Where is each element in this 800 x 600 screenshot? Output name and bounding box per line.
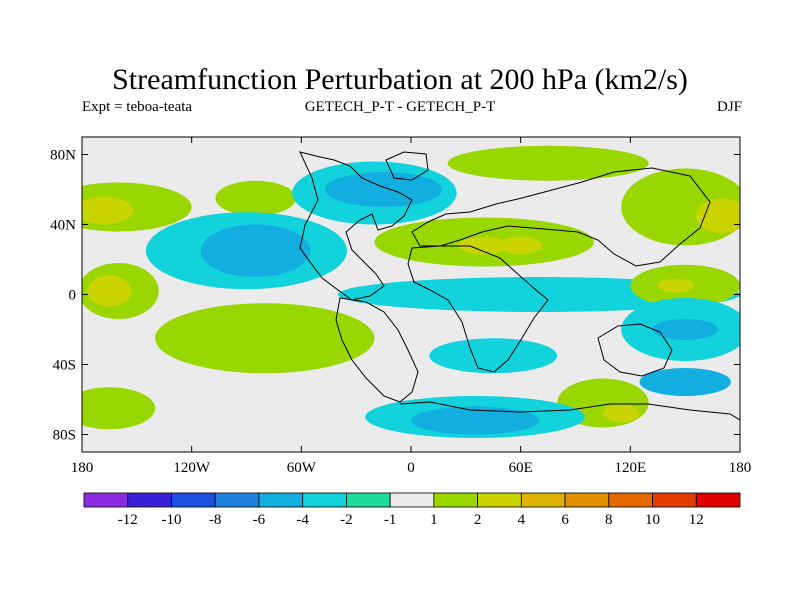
contour-field	[82, 145, 740, 438]
contour-region-2	[215, 180, 296, 216]
colorbar-label-10: 6	[561, 512, 569, 528]
coastline-africa	[407, 245, 549, 373]
colorbar-label-9: 4	[518, 512, 526, 528]
colorbar-label-3: -6	[253, 512, 266, 528]
colorbar-swatch-10	[520, 492, 566, 508]
coastline-antarctica	[399, 401, 740, 421]
colorbar-swatch-0	[83, 492, 129, 508]
colorbar-swatch-1	[127, 492, 172, 508]
contour-region-10	[696, 198, 740, 234]
colorbar-label-11: 8	[605, 512, 613, 528]
colorbar-label-13: 12	[689, 512, 704, 528]
colorbar-swatch-9	[477, 492, 522, 508]
x-tick-label-6: 180	[729, 460, 752, 476]
colorbar-label-6: -1	[384, 512, 397, 528]
subtitle-right: DJF	[716, 99, 742, 115]
colorbar-label-0: -12	[118, 512, 138, 528]
colorbar-label-8: 2	[474, 512, 482, 528]
y-tick-label-0: 80N	[50, 148, 76, 164]
colorbar-swatch-6	[345, 492, 391, 508]
contour-region-20	[429, 338, 558, 374]
colorbar-swatch-14	[695, 492, 741, 508]
x-tick-label-5: 120E	[614, 460, 646, 476]
contour-region-25	[602, 404, 640, 423]
coastline-greenland	[385, 151, 429, 181]
x-tick-label-4: 60E	[509, 460, 533, 476]
y-axis: 80N 40N 0 40S 80S	[50, 148, 740, 444]
contour-region-15	[87, 275, 132, 307]
colorbar-swatch-5	[302, 492, 347, 508]
contour-region-5	[447, 145, 649, 181]
contour-region-4	[325, 172, 443, 207]
contour-region-7	[458, 236, 510, 255]
colorbar-swatch-2	[171, 492, 216, 508]
colorbar-swatch-8	[433, 492, 479, 508]
subtitle-center: GETECH_P-T - GETECH_P-T	[304, 99, 496, 115]
x-tick-label-0: 180	[71, 460, 94, 476]
subtitle-left: Expt = teboa-teata	[82, 99, 193, 115]
colorbar-label-7: 1	[430, 512, 438, 528]
contour-region-22	[652, 319, 719, 340]
chart-title: Streamfunction Perturbation at 200 hPa (…	[112, 63, 688, 96]
y-tick-label-1: 40N	[50, 218, 76, 234]
y-tick-label-3: 40S	[53, 358, 76, 374]
contour-region-1	[82, 196, 134, 225]
colorbar-swatch-7	[389, 492, 435, 508]
y-tick-label-4: 80S	[53, 428, 76, 444]
coastline-australia	[597, 323, 673, 377]
x-tick-label-2: 60W	[287, 460, 317, 476]
colorbar-label-4: -4	[296, 512, 309, 528]
contour-region-17	[657, 278, 695, 293]
colorbar-label-12: 10	[645, 512, 660, 528]
colorbar-label-5: -2	[340, 512, 353, 528]
coastline-south-america	[335, 297, 419, 403]
y-tick-label-2: 0	[69, 288, 77, 304]
contour-region-12	[200, 224, 311, 277]
coastline-north-america	[299, 151, 413, 301]
colorbar: -12 -10 -8 -6 -4 -2 -1 1 2 4 6 8 10 12	[83, 492, 741, 528]
contour-region-8	[498, 236, 543, 255]
colorbar-label-2: -8	[209, 512, 222, 528]
colorbar-swatch-4	[258, 492, 304, 508]
x-tick-label-1: 120W	[173, 460, 211, 476]
colorbar-swatch-3	[214, 492, 260, 508]
contour-region-28	[411, 406, 539, 435]
x-axis: 180 120W 60W 0 60E 120E 180	[71, 137, 752, 476]
contour-region-23	[639, 368, 731, 396]
coastline-eurasia	[411, 167, 711, 267]
coastlines	[299, 151, 740, 421]
x-tick-label-3: 0	[407, 460, 415, 476]
colorbar-swatch-13	[652, 492, 697, 508]
colorbar-swatch-12	[608, 492, 653, 508]
contour-region-26	[82, 387, 156, 430]
colorbar-label-1: -10	[161, 512, 181, 528]
colorbar-swatch-11	[564, 492, 610, 508]
contour-region-19	[314, 341, 344, 360]
